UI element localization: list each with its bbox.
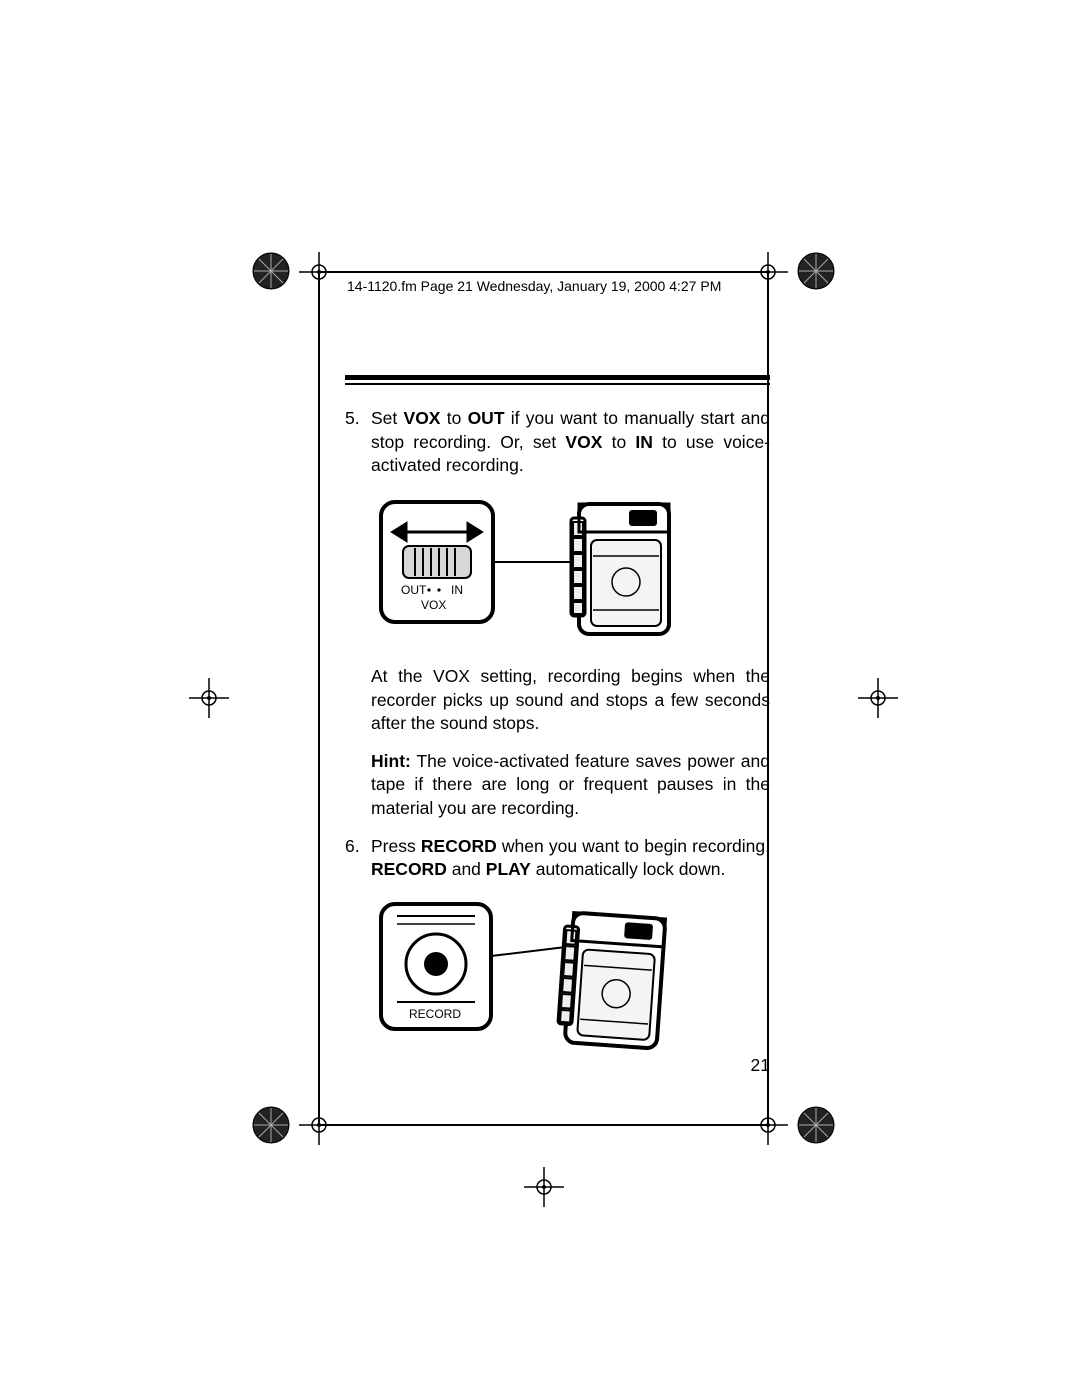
crop-target-top-left [299,252,339,292]
crop-hline-bottom [319,1124,768,1126]
page-number: 21 [751,1055,770,1076]
crop-target-bottom-left [299,1105,339,1145]
crop-target-mid-right [858,678,898,718]
label-record: RECORD [409,1007,461,1021]
crop-ornament-bottom-right [796,1105,836,1145]
step-5-number: 5. [345,407,371,478]
crop-ornament-top-left [251,251,291,291]
step-5: 5. Set VOX to OUT if you want to manuall… [345,407,770,478]
page-content: 5. Set VOX to OUT if you want to manuall… [345,375,770,1079]
label-vox: VOX [421,598,446,612]
crop-vline-left [318,272,320,1126]
para-hint: Hint: The voice-activated feature saves … [371,750,770,821]
crop-target-mid-left [189,678,229,718]
section-rule [345,375,770,385]
step-6-number: 6. [345,835,371,882]
para-vox-description: At the VOX setting, recording begins whe… [371,665,770,736]
step-6-text: Press RECORD when you want to begin reco… [371,835,770,882]
crop-ornament-bottom-left [251,1105,291,1145]
crop-target-bottom-center [524,1167,564,1207]
crop-hline-top [319,271,768,273]
diagram-record-button: RECORD [371,896,770,1061]
step-6: 6. Press RECORD when you want to begin r… [345,835,770,882]
crop-target-top-right [748,252,788,292]
header-filename-line: 14-1120.fm Page 21 Wednesday, January 19… [347,278,721,294]
crop-target-bottom-right [748,1105,788,1145]
crop-ornament-top-right [796,251,836,291]
label-out: OUT [401,583,427,597]
label-in: IN [451,583,463,597]
diagram-vox-switch: OUT IN VOX [371,492,770,647]
step-5-text: Set VOX to OUT if you want to manually s… [371,407,770,478]
